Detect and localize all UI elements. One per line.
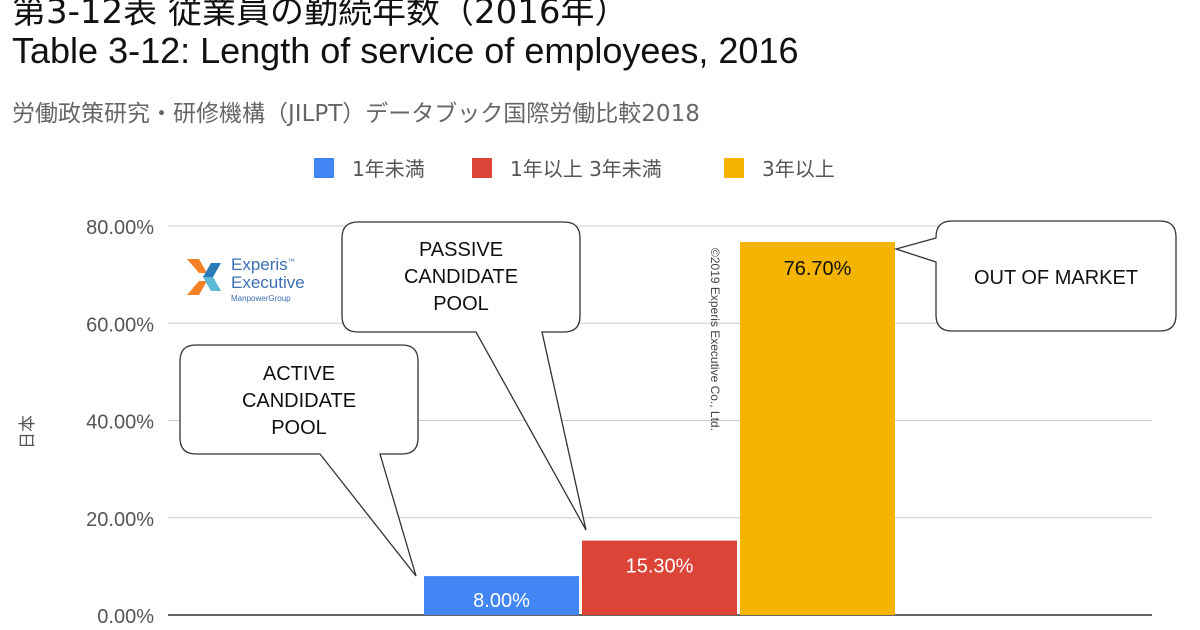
experis-logo-icon	[187, 259, 221, 295]
bar	[740, 242, 895, 615]
logo-word-manpowergroup: ManpowerGroup	[231, 294, 291, 303]
speech-bubble	[893, 220, 1177, 332]
legend-swatch	[472, 158, 492, 178]
data-label: 8.00%	[473, 590, 530, 612]
logo-word-executive: Executive	[231, 273, 305, 292]
data-label: 15.30%	[626, 556, 694, 578]
chart-title-en: Table 3-12: Length of service of employe…	[12, 30, 799, 71]
data-label: 76.70%	[784, 258, 852, 280]
bar	[424, 576, 579, 615]
annotation-text: POOL	[433, 293, 489, 315]
annotation-text: ACTIVE	[263, 363, 335, 385]
chart-title-jp: 第3-12表 従業員の勤続年数（2016年）	[12, 0, 629, 32]
y-tick-label: 40.00%	[86, 412, 154, 434]
y-tick-label: 20.00%	[86, 509, 154, 531]
legend-swatch	[314, 158, 334, 178]
annotation-text: CANDIDATE	[404, 266, 518, 288]
experis-logo: Experis™ Executive ManpowerGroup	[183, 255, 323, 305]
legend-label: 3年以上	[762, 157, 835, 181]
logo-word-experis: Experis™	[231, 255, 295, 274]
y-tick-label: 80.00%	[86, 217, 154, 239]
chart-subtitle: 労働政策研究・研修機構（JILPT）データブック国際労働比較2018	[12, 101, 700, 127]
legend-label: 1年以上 3年未満	[510, 157, 662, 181]
copyright-note: ©2019 Experis Executive Co., Ltd.	[708, 248, 722, 431]
y-tick-label: 60.00%	[86, 314, 154, 336]
legend-swatch	[724, 158, 744, 178]
y-tick-label: 0.00%	[97, 606, 154, 628]
legend-label: 1年未満	[352, 157, 425, 181]
annotation-text: PASSIVE	[419, 239, 503, 261]
annotation-text: CANDIDATE	[242, 390, 356, 412]
annotation-text: OUT OF MARKET	[974, 267, 1138, 289]
annotation-text: POOL	[271, 417, 327, 439]
speech-bubble	[341, 221, 587, 531]
bar	[582, 540, 737, 615]
y-axis-title: 日本	[18, 415, 38, 449]
speech-bubble	[179, 344, 419, 577]
